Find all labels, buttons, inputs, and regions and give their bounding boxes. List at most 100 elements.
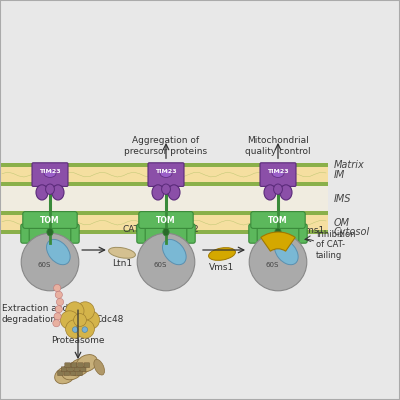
Circle shape bbox=[54, 313, 61, 320]
FancyBboxPatch shape bbox=[65, 363, 70, 368]
Circle shape bbox=[82, 327, 88, 332]
Circle shape bbox=[249, 233, 307, 291]
FancyBboxPatch shape bbox=[58, 371, 63, 376]
Ellipse shape bbox=[274, 240, 298, 265]
FancyBboxPatch shape bbox=[70, 371, 76, 376]
Bar bbox=[0, 182, 328, 186]
Circle shape bbox=[137, 233, 195, 291]
Text: Vms1: Vms1 bbox=[300, 226, 325, 235]
Text: TIM23: TIM23 bbox=[39, 169, 61, 174]
Text: Ltn1: Ltn1 bbox=[112, 259, 132, 268]
Text: 60S: 60S bbox=[266, 262, 279, 268]
Bar bbox=[0, 211, 328, 215]
Ellipse shape bbox=[280, 185, 292, 200]
Bar bbox=[0, 163, 328, 186]
Ellipse shape bbox=[163, 228, 169, 236]
Text: Rqc2: Rqc2 bbox=[176, 225, 199, 234]
Circle shape bbox=[72, 327, 78, 332]
FancyBboxPatch shape bbox=[145, 222, 187, 244]
FancyBboxPatch shape bbox=[139, 212, 193, 228]
FancyBboxPatch shape bbox=[71, 363, 77, 368]
Ellipse shape bbox=[76, 354, 97, 372]
Text: Inhibition
of CAT-
tailing: Inhibition of CAT- tailing bbox=[316, 230, 356, 260]
Text: Matrix: Matrix bbox=[334, 160, 365, 170]
Text: TIM23: TIM23 bbox=[155, 169, 177, 174]
Ellipse shape bbox=[69, 358, 90, 376]
Ellipse shape bbox=[94, 359, 104, 375]
Ellipse shape bbox=[44, 169, 56, 178]
Circle shape bbox=[53, 320, 60, 327]
Text: 60S: 60S bbox=[154, 262, 167, 268]
Text: TOM: TOM bbox=[40, 216, 60, 225]
Text: Cdc48: Cdc48 bbox=[95, 315, 124, 324]
FancyBboxPatch shape bbox=[32, 163, 68, 186]
Bar bbox=[0, 230, 328, 234]
Ellipse shape bbox=[168, 185, 180, 200]
Ellipse shape bbox=[208, 248, 236, 260]
Text: TOM: TOM bbox=[268, 216, 288, 225]
FancyBboxPatch shape bbox=[292, 224, 307, 243]
FancyBboxPatch shape bbox=[260, 163, 296, 186]
FancyBboxPatch shape bbox=[64, 371, 70, 376]
Text: 60S: 60S bbox=[38, 262, 51, 268]
Ellipse shape bbox=[52, 185, 64, 200]
Bar bbox=[0, 163, 328, 167]
Text: Mitochondrial
quality control: Mitochondrial quality control bbox=[245, 136, 311, 156]
FancyBboxPatch shape bbox=[180, 224, 195, 243]
Circle shape bbox=[76, 320, 94, 338]
Ellipse shape bbox=[274, 184, 282, 194]
Text: OM: OM bbox=[334, 218, 350, 228]
FancyBboxPatch shape bbox=[257, 222, 299, 244]
Circle shape bbox=[21, 233, 79, 291]
Circle shape bbox=[55, 291, 62, 298]
Ellipse shape bbox=[62, 362, 83, 380]
FancyBboxPatch shape bbox=[80, 367, 86, 372]
Circle shape bbox=[56, 298, 64, 306]
Circle shape bbox=[81, 311, 100, 329]
FancyBboxPatch shape bbox=[29, 222, 71, 244]
FancyBboxPatch shape bbox=[64, 224, 79, 243]
Text: Extraction and
degradation: Extraction and degradation bbox=[2, 304, 68, 324]
Text: Aggregation of
precursor proteins: Aggregation of precursor proteins bbox=[124, 136, 208, 156]
Ellipse shape bbox=[36, 185, 48, 200]
Text: TIM23: TIM23 bbox=[267, 169, 289, 174]
Ellipse shape bbox=[108, 247, 136, 258]
FancyBboxPatch shape bbox=[78, 363, 83, 368]
FancyBboxPatch shape bbox=[23, 212, 77, 228]
Ellipse shape bbox=[47, 228, 53, 236]
Circle shape bbox=[66, 302, 84, 320]
Ellipse shape bbox=[55, 366, 76, 384]
Wedge shape bbox=[261, 232, 295, 251]
Circle shape bbox=[74, 314, 86, 326]
Ellipse shape bbox=[162, 184, 170, 194]
Circle shape bbox=[54, 284, 61, 292]
Ellipse shape bbox=[162, 240, 186, 265]
Circle shape bbox=[55, 306, 62, 313]
Ellipse shape bbox=[46, 184, 54, 194]
Text: IM: IM bbox=[334, 170, 345, 180]
Text: IMS: IMS bbox=[334, 194, 352, 204]
Circle shape bbox=[66, 320, 84, 338]
Ellipse shape bbox=[275, 228, 281, 236]
Ellipse shape bbox=[160, 169, 172, 178]
FancyBboxPatch shape bbox=[61, 367, 67, 372]
Ellipse shape bbox=[46, 240, 70, 265]
Text: TOM: TOM bbox=[156, 216, 176, 225]
FancyBboxPatch shape bbox=[77, 371, 82, 376]
Text: Proteasome: Proteasome bbox=[51, 336, 105, 345]
FancyBboxPatch shape bbox=[249, 224, 264, 243]
FancyBboxPatch shape bbox=[68, 367, 73, 372]
Text: CAT-tail: CAT-tail bbox=[122, 225, 156, 234]
Text: Cytosol: Cytosol bbox=[334, 227, 370, 237]
FancyBboxPatch shape bbox=[84, 363, 90, 368]
FancyBboxPatch shape bbox=[74, 367, 80, 372]
Circle shape bbox=[76, 302, 94, 320]
Ellipse shape bbox=[152, 185, 164, 200]
FancyBboxPatch shape bbox=[21, 224, 36, 243]
FancyBboxPatch shape bbox=[137, 224, 152, 243]
FancyBboxPatch shape bbox=[251, 212, 305, 228]
Text: Vms1: Vms1 bbox=[209, 263, 235, 272]
Ellipse shape bbox=[264, 185, 276, 200]
Bar bbox=[0, 211, 328, 234]
FancyBboxPatch shape bbox=[148, 163, 184, 186]
